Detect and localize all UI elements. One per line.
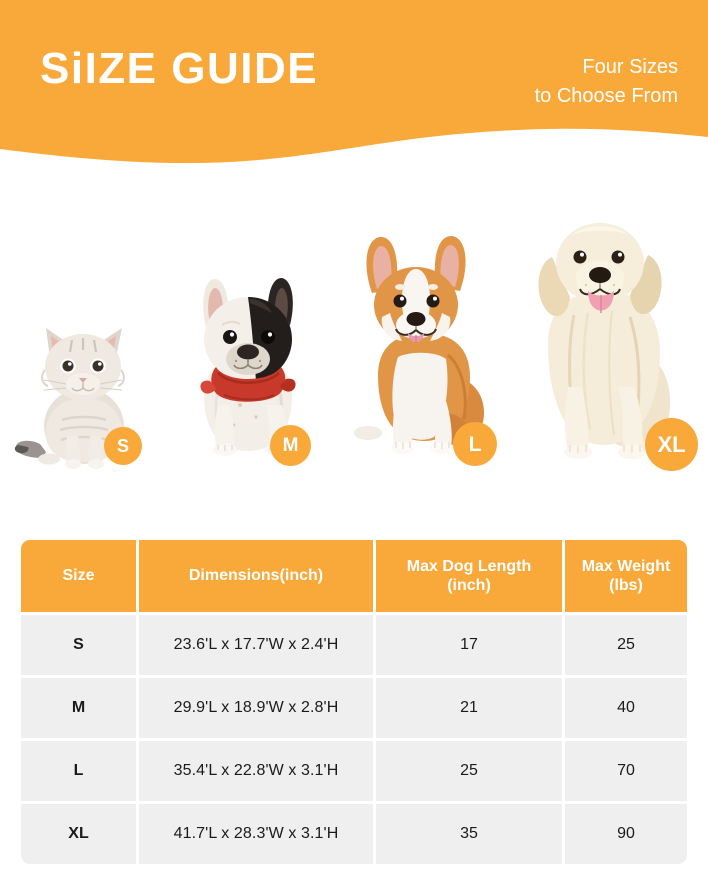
table-header: Size Dimensions(inch) Max Dog Length (in… (21, 540, 687, 612)
column-header-max-weight-line1: Max Weight (581, 557, 671, 575)
size-badge-m: M (270, 425, 311, 466)
cell-max-weight: 70 (565, 741, 687, 801)
table-row: S 23.6'L x 17.7'W x 2.4'H 17 25 (21, 615, 687, 675)
column-header-max-weight-line2: (lbs) (609, 577, 643, 594)
pet-image-cat (10, 300, 155, 475)
cell-size: XL (21, 804, 136, 864)
cell-dimensions: 23.6'L x 17.7'W x 2.4'H (139, 615, 373, 675)
cat-illustration (14, 328, 125, 469)
pet-image-golden-retriever (512, 195, 692, 475)
banner-subtitle: Four Sizes to Choose From (418, 53, 678, 111)
cell-dimensions: 41.7'L x 28.3'W x 3.1'H (139, 804, 373, 864)
size-badge-l: L (453, 422, 497, 466)
table-row: XL 41.7'L x 28.3'W x 3.1'H 35 90 (21, 804, 687, 864)
cell-max-weight: 90 (565, 804, 687, 864)
cell-dimensions: 35.4'L x 22.8'W x 3.1'H (139, 741, 373, 801)
cell-max-weight: 40 (565, 678, 687, 738)
table-body: S 23.6'L x 17.7'W x 2.4'H 17 25 M 29.9'L… (21, 615, 687, 864)
cell-size: M (21, 678, 136, 738)
size-badge-xl: XL (645, 418, 698, 471)
column-header-max-weight: Max Weight (lbs) (565, 540, 687, 612)
banner-subtitle-line2: to Choose From (534, 85, 678, 107)
size-badge-s: S (104, 427, 142, 465)
pet-illustrations-row (0, 175, 708, 520)
header-banner: SiIZE GUIDE Four Sizes to Choose From (0, 0, 708, 175)
column-header-max-dog-length: Max Dog Length (inch) (376, 540, 562, 612)
cell-max-length: 17 (376, 615, 562, 675)
corgi-illustration (354, 235, 484, 454)
table-row: M 29.9'L x 18.9'W x 2.8'H 21 40 (21, 678, 687, 738)
table-header-row: Size Dimensions(inch) Max Dog Length (in… (21, 540, 687, 612)
column-header-max-dog-length-line2: (inch) (447, 577, 491, 594)
column-header-max-dog-length-line1: Max Dog Length (406, 557, 532, 575)
banner-wave-shape (0, 0, 708, 164)
cell-dimensions: 29.9'L x 18.9'W x 2.8'H (139, 678, 373, 738)
cell-size: S (21, 615, 136, 675)
size-chart-table: Size Dimensions(inch) Max Dog Length (in… (18, 537, 690, 867)
cell-max-length: 25 (376, 741, 562, 801)
table-row: L 35.4'L x 22.8'W x 3.1'H 25 70 (21, 741, 687, 801)
page-title: SiIZE GUIDE (40, 44, 319, 93)
banner-subtitle-line1: Four Sizes (582, 56, 678, 78)
column-header-dimensions: Dimensions(inch) (139, 540, 373, 612)
pet-image-french-bulldog (168, 255, 328, 475)
pet-image-corgi (338, 225, 508, 475)
golden-retriever-illustration (538, 223, 671, 459)
column-header-size: Size (21, 540, 136, 612)
french-bulldog-illustration (200, 277, 296, 456)
cell-size: L (21, 741, 136, 801)
cell-max-length: 35 (376, 804, 562, 864)
cell-max-length: 21 (376, 678, 562, 738)
cell-max-weight: 25 (565, 615, 687, 675)
